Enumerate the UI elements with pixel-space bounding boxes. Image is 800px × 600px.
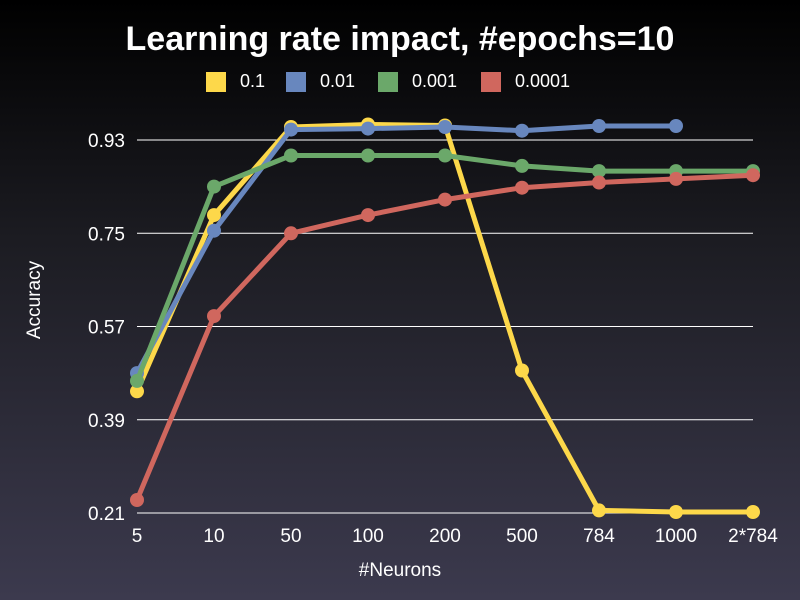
y-axis-title: Accuracy — [24, 260, 45, 339]
x-tick-label: 2*784 — [728, 526, 778, 547]
y-tick-label: 0.57 — [88, 318, 125, 339]
data-point — [592, 164, 606, 179]
data-point — [592, 503, 606, 518]
y-axis-ticks: 0.21 0.39 0.57 0.75 0.93 — [88, 131, 125, 525]
data-point — [515, 180, 529, 195]
data-point — [515, 363, 529, 378]
legend-label-0-1: 0.1 — [240, 71, 266, 91]
data-point — [284, 122, 298, 137]
x-axis-title: #Neurons — [359, 560, 441, 581]
data-point — [669, 119, 683, 133]
data-point — [130, 493, 144, 507]
data-point — [361, 121, 375, 136]
x-tick-label: 784 — [583, 526, 615, 547]
data-point — [515, 158, 529, 173]
data-point — [438, 192, 452, 207]
y-tick-label: 0.93 — [88, 131, 125, 152]
y-tick-label: 0.21 — [88, 504, 125, 525]
data-point — [438, 120, 452, 134]
data-point — [438, 148, 452, 163]
data-point — [361, 148, 375, 163]
x-tick-label: 100 — [352, 526, 384, 547]
x-tick-label: 50 — [280, 526, 301, 547]
x-tick-label: 200 — [429, 526, 461, 547]
x-tick-label: 500 — [506, 526, 538, 547]
legend-label-0-001: 0.001 — [412, 71, 458, 91]
data-point — [592, 119, 606, 133]
data-point — [284, 226, 298, 241]
legend-swatch-0-1 — [206, 72, 226, 92]
data-point — [130, 373, 144, 388]
series-line — [134, 153, 756, 384]
data-point — [746, 168, 760, 183]
legend-label-0-01: 0.01 — [320, 71, 356, 91]
legend-swatch-0-0001 — [481, 72, 501, 92]
legend-swatch-0-001 — [378, 72, 398, 92]
data-point — [515, 123, 529, 138]
data-point — [361, 208, 375, 223]
data-point — [284, 148, 298, 163]
data-point — [207, 179, 221, 194]
data-point — [669, 171, 683, 186]
x-axis-ticks: 5 10 50 100 200 500 784 1000 2*784 — [132, 526, 779, 547]
y-tick-label: 0.75 — [88, 224, 125, 245]
series-0-001 — [130, 148, 760, 388]
x-tick-label: 10 — [203, 526, 224, 547]
data-point — [207, 208, 221, 223]
y-tick-label: 0.39 — [88, 411, 125, 432]
data-point — [130, 384, 144, 399]
legend-label-0-0001: 0.0001 — [515, 71, 571, 91]
series-group — [130, 117, 760, 519]
gridlines — [137, 139, 753, 514]
legend-swatch-0-01 — [286, 72, 306, 92]
series-line — [134, 172, 756, 503]
data-point — [207, 309, 221, 324]
data-point — [592, 175, 606, 190]
series-line — [134, 123, 679, 376]
series-0-0001 — [130, 168, 760, 507]
x-tick-label: 1000 — [655, 526, 697, 547]
chart-title: Learning rate impact, #epochs=10 — [125, 20, 675, 58]
x-tick-label: 5 — [132, 526, 143, 547]
legend: 0.1 0.01 0.001 0.0001 — [0, 70, 800, 94]
data-point — [669, 505, 683, 519]
series-0-01 — [130, 119, 683, 381]
data-point — [207, 223, 221, 238]
data-point — [746, 505, 760, 519]
